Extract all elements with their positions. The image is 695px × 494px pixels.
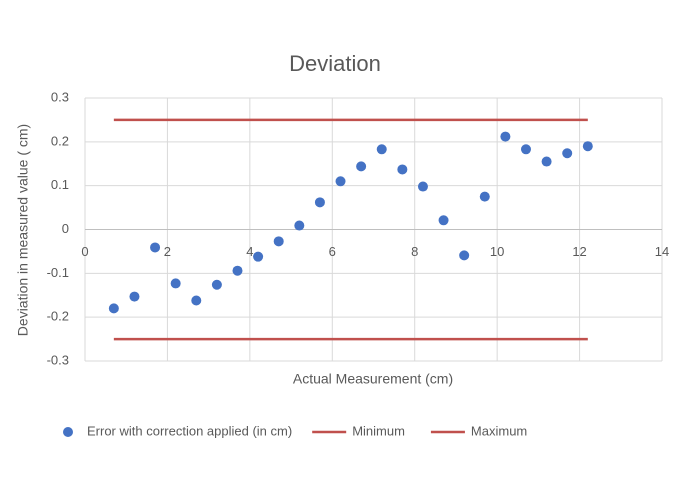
point (211, 279, 222, 290)
point (582, 141, 593, 152)
y-tick-label: -0.3 (47, 352, 69, 367)
x-tick-label: 4 (246, 244, 253, 259)
point (129, 291, 140, 302)
point (397, 164, 408, 175)
x-tick-label: 0 (81, 244, 88, 259)
y-tick-label: 0 (62, 221, 69, 236)
point (253, 251, 264, 262)
x-tick-label: 14 (655, 244, 669, 259)
chart-title: Deviation (289, 51, 381, 76)
point (314, 197, 325, 208)
y-tick-label: 0.2 (51, 133, 69, 148)
point (417, 181, 428, 192)
x-tick-label: 12 (572, 244, 586, 259)
legend-swatch (63, 427, 73, 437)
point (170, 278, 181, 289)
point (459, 250, 470, 261)
point (541, 156, 552, 167)
point (273, 236, 284, 247)
legend-label: Minimum (352, 423, 405, 438)
y-tick-label: -0.1 (47, 265, 69, 280)
y-axis-title: Deviation in measured value ( cm) (15, 124, 31, 336)
x-tick-label: 2 (164, 244, 171, 259)
x-tick-label: 6 (329, 244, 336, 259)
x-tick-label: 10 (490, 244, 504, 259)
point (438, 215, 449, 226)
point (479, 191, 490, 202)
point (294, 220, 305, 231)
point (376, 144, 387, 155)
y-tick-label: 0.3 (51, 89, 69, 104)
point (108, 303, 119, 314)
y-tick-label: -0.2 (47, 309, 69, 324)
point (500, 131, 511, 142)
y-tick-label: 0.1 (51, 177, 69, 192)
x-tick-label: 8 (411, 244, 418, 259)
point (191, 295, 202, 306)
point (356, 161, 367, 172)
legend-label: Maximum (471, 423, 527, 438)
legend-label: Error with correction applied (in cm) (87, 423, 292, 438)
x-axis-title: Actual Measurement (cm) (293, 371, 453, 387)
point (562, 148, 573, 159)
point (335, 176, 346, 187)
point (150, 242, 161, 253)
point (232, 265, 243, 276)
point (520, 144, 531, 155)
